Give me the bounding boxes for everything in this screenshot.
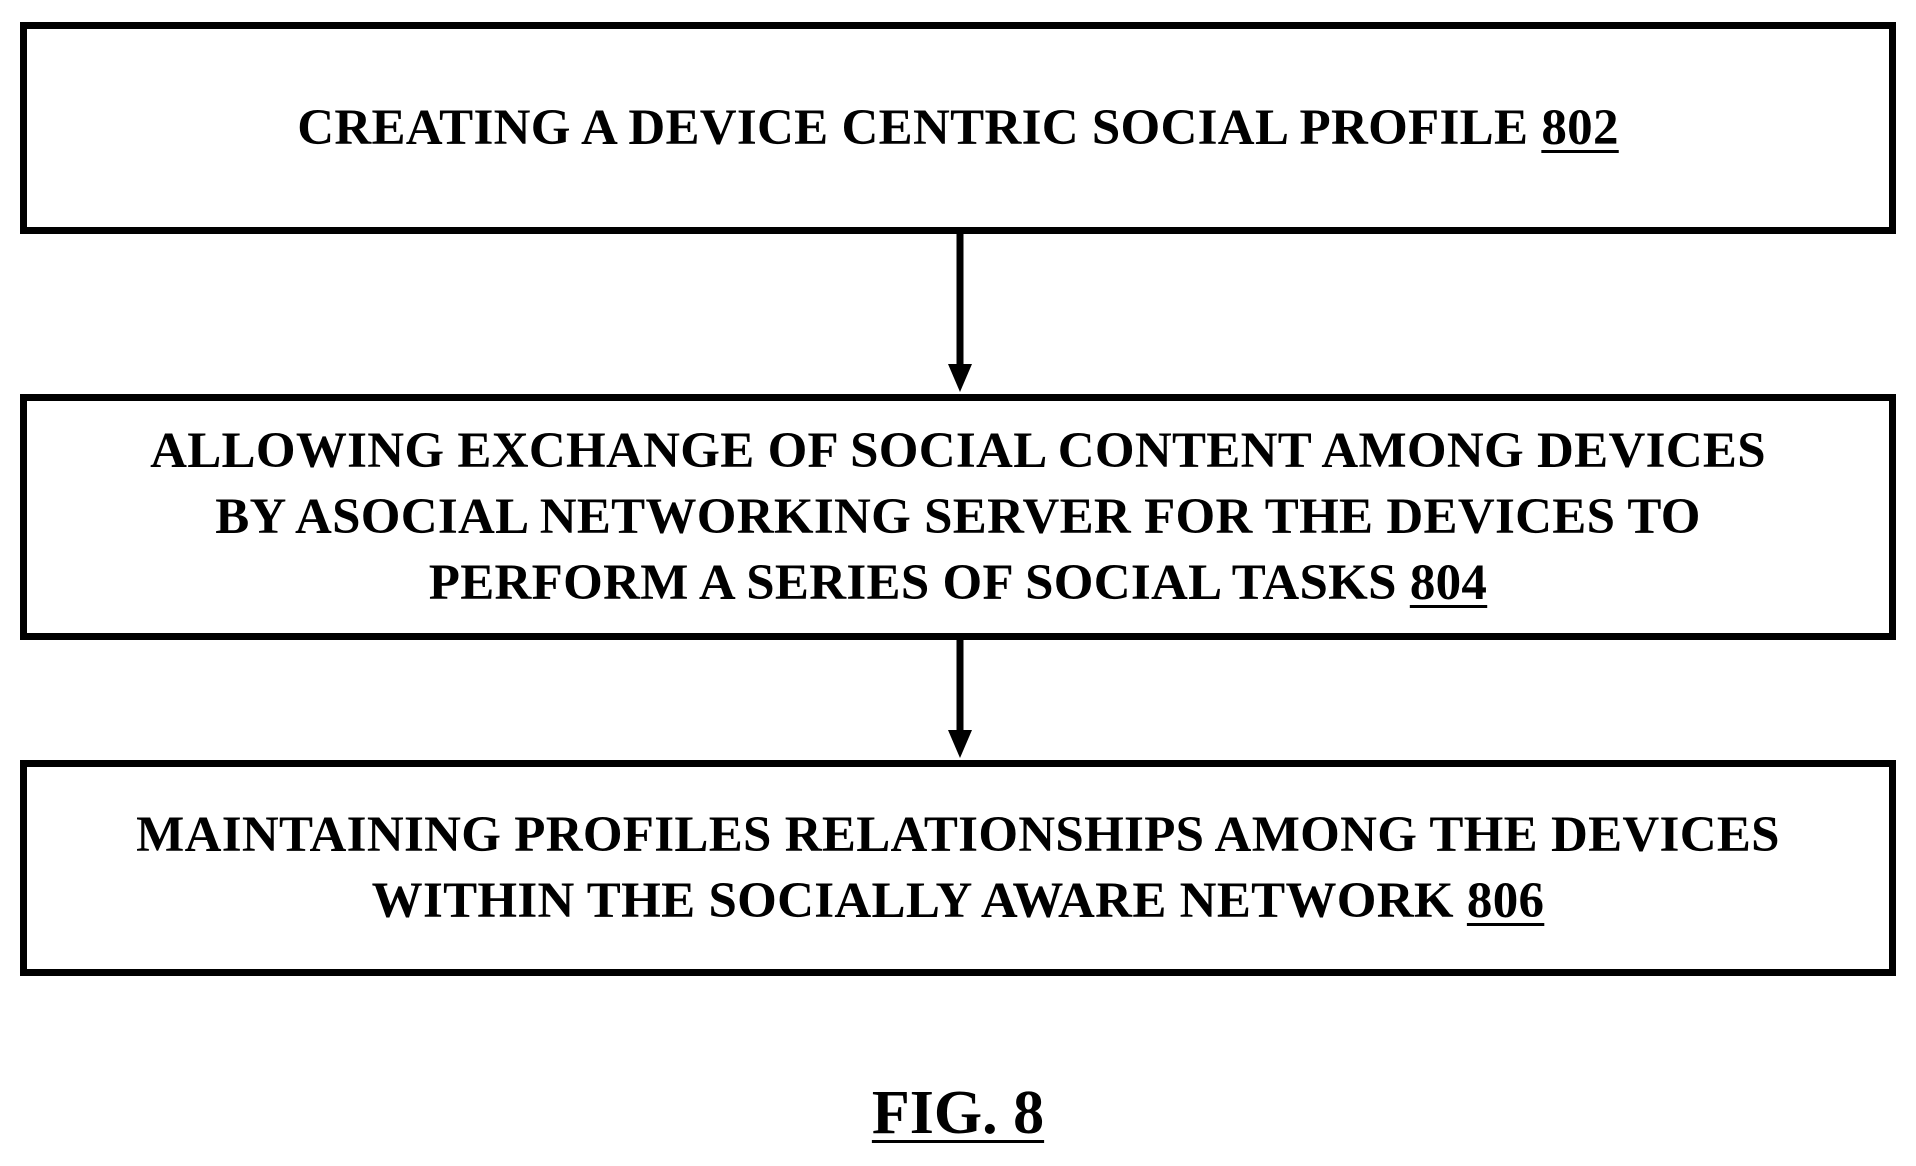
step-box-804: ALLOWING EXCHANGE OF SOCIAL CONTENT AMON…	[20, 394, 1896, 640]
step-806-line-1: MAINTAINING PROFILES RELATIONSHIPS AMONG…	[136, 802, 1780, 868]
step-806-line-2-text: WITHIN THE SOCIALLY AWARE NETWORK	[372, 873, 1454, 929]
step-box-802: CREATING A DEVICE CENTRIC SOCIAL PROFILE…	[20, 22, 1896, 234]
step-804-line-1: ALLOWING EXCHANGE OF SOCIAL CONTENT AMON…	[150, 418, 1766, 484]
step-text-806: MAINTAINING PROFILES RELATIONSHIPS AMONG…	[136, 802, 1780, 934]
step-box-806: MAINTAINING PROFILES RELATIONSHIPS AMONG…	[20, 760, 1896, 976]
step-802-line-1: CREATING A DEVICE CENTRIC SOCIAL PROFILE…	[297, 95, 1619, 161]
step-804-ref-number: 804	[1410, 555, 1487, 611]
arrow-802-to-804	[940, 234, 980, 394]
step-806-line-2: WITHIN THE SOCIALLY AWARE NETWORK 806	[136, 868, 1780, 934]
step-text-804: ALLOWING EXCHANGE OF SOCIAL CONTENT AMON…	[150, 418, 1766, 616]
step-text-802: CREATING A DEVICE CENTRIC SOCIAL PROFILE…	[297, 95, 1619, 161]
step-804-line-2: BY ASOCIAL NETWORKING SERVER FOR THE DEV…	[150, 484, 1766, 550]
step-802-line-1-text: CREATING A DEVICE CENTRIC SOCIAL PROFILE	[297, 100, 1528, 156]
step-804-line-3: PERFORM A SERIES OF SOCIAL TASKS 804	[150, 550, 1766, 616]
step-804-line-3-text: PERFORM A SERIES OF SOCIAL TASKS	[429, 555, 1397, 611]
figure-label: FIG. 8	[0, 1078, 1916, 1148]
step-806-ref-number: 806	[1467, 873, 1544, 929]
arrow-804-to-806	[940, 640, 980, 760]
step-802-ref-number: 802	[1541, 100, 1618, 156]
